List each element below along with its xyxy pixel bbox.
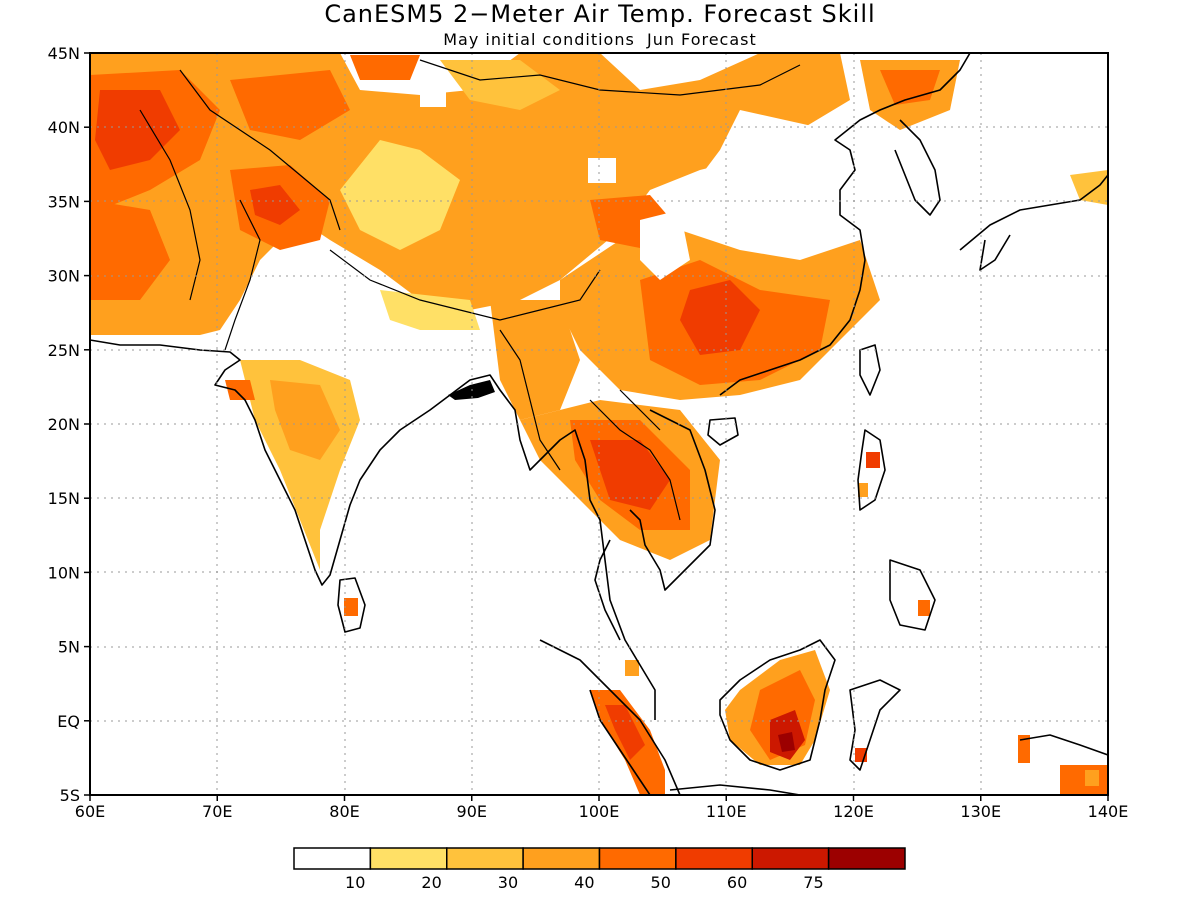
skill-region-sumatra-core xyxy=(605,705,645,760)
skill-region-ne-india-light xyxy=(380,290,480,330)
colorbar-label: 30 xyxy=(498,873,518,892)
coast-sumatra-west xyxy=(589,689,651,795)
skill-region-india-inner xyxy=(270,380,340,460)
lon-tick-label: 110E xyxy=(706,802,747,821)
skill-region-pakistan-core xyxy=(250,185,300,225)
lat-tick-label: 10N xyxy=(48,563,80,582)
skill-region-north-band xyxy=(350,55,420,80)
colorbar-swatch xyxy=(522,847,601,870)
graticule xyxy=(90,53,1108,795)
coast-mindanao xyxy=(889,559,936,631)
colorbar-swatch xyxy=(827,847,906,870)
skill-region-west-band xyxy=(90,200,170,300)
skill-region-new-guinea-core xyxy=(1085,770,1099,786)
coast-japan xyxy=(959,174,1108,251)
colorbar: 10 20 30 40 50 60 75 xyxy=(293,847,906,892)
lon-tick-label: 80E xyxy=(329,802,359,821)
lat-tick-label: EQ xyxy=(57,712,80,731)
lon-tick-label: 140E xyxy=(1088,802,1129,821)
coast-indochina xyxy=(629,409,716,591)
lat-tick-label: 15N xyxy=(48,489,80,508)
skill-region-indochina-core xyxy=(590,440,670,510)
coast-taiwan xyxy=(859,344,881,396)
skill-region-white-patch-1 xyxy=(690,110,830,240)
colorbar-label: 75 xyxy=(803,873,823,892)
border-myanmar xyxy=(499,329,561,471)
lat-tick-label: 25N xyxy=(48,341,80,360)
lat-tick-label: 20N xyxy=(48,415,80,434)
skill-region-borneo-center xyxy=(778,732,795,752)
border-pak-india xyxy=(224,199,261,351)
border-laos xyxy=(619,389,661,431)
colorbar-label: 40 xyxy=(574,873,594,892)
coast-sulawesi xyxy=(849,679,901,771)
lon-tick-label: 120E xyxy=(833,802,874,821)
coastlines xyxy=(90,53,1108,795)
skill-region-ne-india xyxy=(490,300,580,420)
skill-region-white-patch-2 xyxy=(640,210,690,280)
skill-region-white-patch-4 xyxy=(588,158,616,183)
latitude-axis: 45N 40N 35N 30N 25N 20N 15N 10N 5N EQ 5S xyxy=(48,44,90,805)
coast-south-asia xyxy=(90,339,656,720)
lon-tick-label: 70E xyxy=(202,802,232,821)
coast-sumatra xyxy=(539,639,681,795)
colorbar-swatch xyxy=(369,847,448,870)
border-indochina xyxy=(589,399,681,521)
coast-china xyxy=(719,53,971,396)
coast-korea xyxy=(894,119,941,216)
colorbar-swatch xyxy=(751,847,830,870)
skill-region-luzon xyxy=(866,452,880,468)
skill-region-south-china-core xyxy=(680,280,760,355)
colorbar-label: 10 xyxy=(345,873,365,892)
lon-tick-label: 100E xyxy=(579,802,620,821)
colorbar-label: 60 xyxy=(727,873,747,892)
skill-region-luzon-s xyxy=(858,483,868,497)
skill-region-new-guinea xyxy=(1060,765,1108,795)
skill-region-mongolia-light xyxy=(440,60,560,110)
coast-new-guinea xyxy=(1019,734,1108,756)
lon-tick-label: 90E xyxy=(457,802,487,821)
skill-region-kazakh xyxy=(230,70,350,140)
lat-tick-label: 5S xyxy=(60,786,80,805)
skill-region-halmahera xyxy=(1018,735,1030,763)
colorbar-label: 20 xyxy=(421,873,441,892)
skill-region-tibet-light xyxy=(340,140,460,250)
coast-gulf-thailand xyxy=(594,539,621,641)
coast-java xyxy=(669,784,801,795)
figure-subtitle: May initial conditions Jun Forecast xyxy=(443,30,757,49)
coast-borneo xyxy=(719,639,836,771)
lat-tick-label: 40N xyxy=(48,118,80,137)
coast-sri-lanka xyxy=(337,577,366,633)
skill-region-korea-hot xyxy=(880,70,940,105)
border-china-north xyxy=(419,59,801,96)
coast-hainan xyxy=(707,417,739,446)
country-borders xyxy=(139,59,801,521)
longitude-axis: 60E 70E 80E 90E 100E 110E 120E 130E 140E xyxy=(75,795,1129,821)
skill-region-sri-lanka xyxy=(344,598,358,616)
coast-luzon xyxy=(857,429,886,511)
lat-tick-label: 45N xyxy=(48,44,80,63)
skill-region-japan xyxy=(1070,170,1108,205)
lon-tick-label: 60E xyxy=(75,802,105,821)
colorbar-swatch xyxy=(446,847,524,870)
skill-region-mindanao xyxy=(918,600,930,616)
border-himalaya xyxy=(329,249,601,321)
border-central-asia xyxy=(179,69,341,231)
lat-tick-label: 30N xyxy=(48,267,80,286)
skill-region-white-patch-3 xyxy=(420,85,446,107)
colorbar-swatch xyxy=(293,847,372,870)
colorbar-label: 50 xyxy=(651,873,671,892)
colorbar-swatch xyxy=(598,847,677,870)
figure-title: CanESM5 2−Meter Air Temp. Forecast Skill xyxy=(324,0,875,28)
coast-japan-south xyxy=(979,234,1011,271)
skill-region-west-core xyxy=(95,90,180,170)
skill-region-gujarat xyxy=(225,380,255,400)
lat-tick-label: 5N xyxy=(58,638,80,657)
lon-tick-label: 130E xyxy=(960,802,1001,821)
border-iran-afg xyxy=(139,109,201,301)
skill-region-malaya xyxy=(625,660,639,676)
lat-tick-label: 35N xyxy=(48,192,80,211)
colorbar-swatch xyxy=(675,847,753,870)
